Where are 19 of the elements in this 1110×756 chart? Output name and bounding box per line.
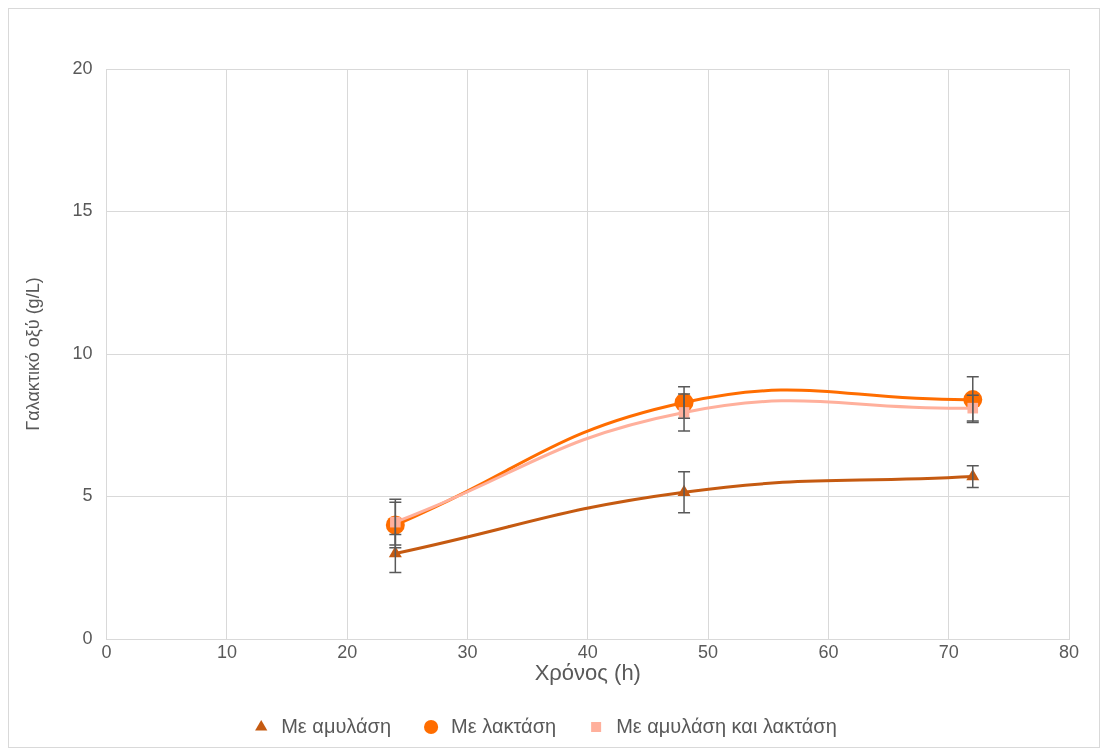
y-tick-label: 5 bbox=[82, 485, 93, 506]
x-tick-label: 0 bbox=[101, 641, 112, 662]
y-tick-label: 10 bbox=[72, 342, 93, 363]
y-tick-label: 15 bbox=[72, 200, 93, 221]
x-tick-label: 60 bbox=[818, 641, 839, 662]
y-axis-title: Γαλακτικό οξύ (g/L) bbox=[22, 277, 43, 431]
x-axis-title: Χρόνος (h) bbox=[534, 659, 641, 685]
legend-label: Με αμυλάση και λακτάση bbox=[616, 714, 837, 737]
x-tick-label: 20 bbox=[337, 641, 358, 662]
x-tick-label: 50 bbox=[698, 641, 719, 662]
y-tick-label: 20 bbox=[72, 57, 93, 78]
x-tick-label: 40 bbox=[577, 641, 598, 662]
y-tick-label: 0 bbox=[82, 627, 93, 648]
x-tick-label: 80 bbox=[1058, 641, 1080, 662]
x-tick-label: 70 bbox=[938, 641, 959, 662]
legend-label: Με αμυλάση bbox=[281, 714, 392, 737]
x-tick-label: 10 bbox=[216, 641, 237, 662]
legend-label: Με λακτάση bbox=[451, 714, 557, 737]
x-tick-label: 30 bbox=[457, 641, 478, 662]
